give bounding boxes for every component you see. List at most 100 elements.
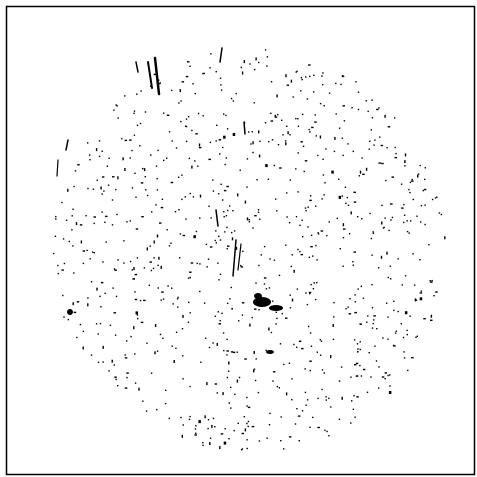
spot (210, 142, 211, 143)
spot (345, 203, 346, 204)
spot (297, 288, 298, 289)
spot (333, 302, 334, 303)
spot (252, 227, 253, 228)
spot (358, 92, 359, 93)
spot (126, 340, 127, 341)
spot (61, 269, 64, 270)
spot (382, 376, 385, 377)
spot (136, 228, 139, 229)
spot (209, 347, 210, 348)
spot (98, 333, 99, 334)
spot (275, 323, 276, 324)
spot (264, 246, 265, 247)
spot (71, 229, 72, 230)
spot (214, 426, 215, 427)
spot (303, 146, 304, 147)
spot (313, 288, 314, 289)
spot (237, 380, 238, 383)
spot (300, 141, 303, 142)
spot (246, 397, 247, 398)
spot (212, 342, 213, 343)
spot (401, 207, 404, 208)
spot (417, 175, 418, 178)
spot (419, 259, 420, 260)
spot (254, 102, 255, 103)
spot (441, 214, 442, 215)
spot (188, 277, 189, 278)
spot (310, 370, 311, 371)
spot (272, 380, 273, 381)
spot (72, 245, 73, 246)
spot (145, 111, 146, 112)
spot (405, 311, 408, 314)
spot (231, 287, 232, 288)
spot (239, 377, 240, 378)
spot (272, 139, 273, 140)
spot (265, 49, 266, 50)
spot (117, 176, 118, 179)
spot (333, 339, 334, 340)
spot (289, 222, 290, 223)
spot (343, 237, 344, 238)
spot (305, 207, 306, 208)
spot (132, 278, 135, 279)
spot (296, 408, 297, 409)
spot (113, 110, 114, 111)
spot (174, 360, 175, 363)
spot (182, 355, 183, 356)
spot (130, 220, 131, 221)
spot (378, 267, 379, 268)
spot (87, 303, 88, 306)
spot (233, 100, 234, 101)
spot (285, 74, 286, 77)
spot (162, 338, 163, 339)
spot (175, 348, 176, 349)
spot (268, 141, 269, 142)
spot (216, 125, 217, 126)
spot (213, 190, 214, 191)
spot (154, 241, 155, 244)
spot (181, 199, 182, 200)
spot (325, 148, 326, 149)
spot (180, 89, 181, 92)
spot (227, 210, 228, 211)
spot (393, 301, 394, 302)
spot (193, 235, 196, 238)
spot (373, 233, 374, 234)
spot (305, 76, 306, 77)
spot (285, 140, 286, 141)
spot (333, 324, 334, 327)
spot (324, 372, 325, 373)
spot (246, 186, 247, 187)
spot (329, 221, 330, 222)
spot (73, 272, 74, 273)
spot (407, 334, 408, 335)
spot (320, 355, 321, 356)
spot (190, 277, 191, 278)
spot (103, 346, 104, 349)
spot (350, 422, 351, 423)
spot (357, 343, 358, 344)
spot (80, 324, 81, 325)
spot (366, 168, 367, 171)
spot (258, 265, 259, 266)
spot (403, 204, 404, 205)
spot (376, 109, 379, 110)
spot (323, 194, 324, 195)
spot (100, 187, 101, 190)
spot (244, 416, 245, 417)
spot (259, 141, 260, 142)
spot (387, 375, 388, 376)
spot (134, 173, 135, 174)
spot (409, 316, 410, 317)
spot (334, 151, 335, 152)
spot (271, 332, 272, 333)
spot (57, 265, 58, 266)
spot (361, 218, 362, 219)
spot (131, 150, 132, 151)
spot (394, 117, 395, 118)
spot (199, 291, 200, 292)
spot (212, 179, 213, 180)
spot (248, 131, 249, 132)
spot (254, 309, 257, 310)
